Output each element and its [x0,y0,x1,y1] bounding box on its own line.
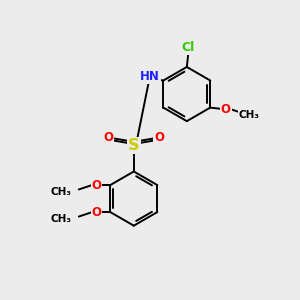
Text: HN: HN [140,70,160,83]
Text: O: O [92,178,101,191]
Text: Cl: Cl [182,41,195,54]
Text: S: S [128,138,140,153]
Text: CH₃: CH₃ [239,110,260,120]
Text: O: O [92,206,101,219]
Text: CH₃: CH₃ [50,214,71,224]
Text: CH₃: CH₃ [50,188,71,197]
Text: O: O [103,131,113,144]
Text: O: O [221,103,231,116]
Text: O: O [154,131,164,144]
